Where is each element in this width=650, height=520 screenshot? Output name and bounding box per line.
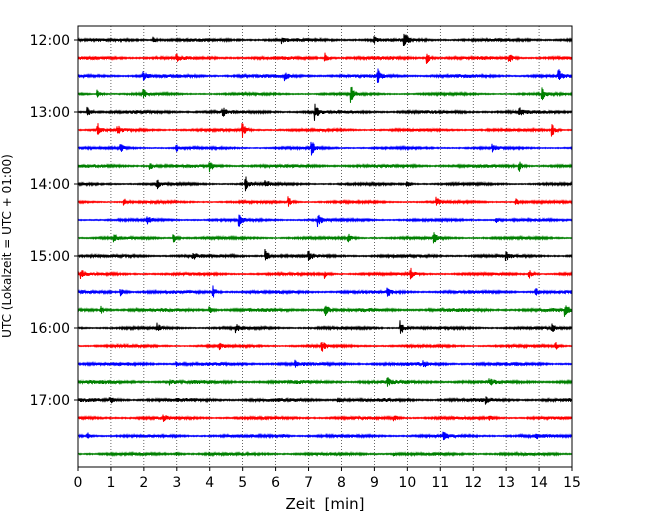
trace-group bbox=[78, 33, 573, 458]
x-axis: 0 1 2 3 4 5 6 7 8 9 10 11 12 13 14 15 bbox=[74, 467, 581, 491]
x-tick-label: 5 bbox=[238, 475, 247, 491]
trace-line-23 bbox=[78, 450, 573, 458]
trace-line-10 bbox=[78, 214, 573, 228]
y-tick-label: 14:00 bbox=[30, 177, 70, 193]
x-axis-label: Zeit [min] bbox=[285, 495, 364, 513]
x-tick-label: 3 bbox=[172, 475, 181, 491]
trace-line-21 bbox=[78, 414, 573, 422]
x-tick-label: 0 bbox=[74, 475, 83, 491]
x-tick-label: 9 bbox=[370, 475, 379, 491]
trace-line-2 bbox=[78, 68, 573, 83]
trace-line-18 bbox=[78, 359, 573, 368]
y-tick-label: 17:00 bbox=[30, 393, 70, 409]
x-tick-label: 1 bbox=[106, 475, 115, 491]
trace-line-16 bbox=[78, 320, 573, 334]
trace-line-6 bbox=[78, 141, 573, 156]
trace-line-14 bbox=[78, 285, 573, 298]
trace-line-0 bbox=[78, 33, 573, 47]
trace-line-20 bbox=[78, 396, 573, 405]
y-tick-label: 12:00 bbox=[30, 33, 70, 49]
trace-line-15 bbox=[78, 305, 573, 317]
trace-line-5 bbox=[78, 122, 573, 138]
x-tick-label: 8 bbox=[337, 475, 346, 491]
trace-line-11 bbox=[78, 232, 573, 244]
trace-line-7 bbox=[78, 161, 573, 173]
x-tick-label: 14 bbox=[530, 475, 548, 491]
trace-line-3 bbox=[78, 86, 573, 103]
x-tick-label: 12 bbox=[464, 475, 482, 491]
trace-line-9 bbox=[78, 196, 573, 207]
trace-line-19 bbox=[78, 377, 573, 387]
y-axis-label: UTC (Lokalzeit = UTC + 01:00) bbox=[0, 154, 14, 338]
trace-line-12 bbox=[78, 249, 573, 262]
y-tick-label: 16:00 bbox=[30, 321, 70, 337]
x-tick-label: 2 bbox=[139, 475, 148, 491]
x-tick-label: 15 bbox=[563, 475, 581, 491]
trace-line-8 bbox=[78, 176, 573, 192]
x-tick-label: 13 bbox=[497, 475, 515, 491]
x-tick-label: 11 bbox=[431, 475, 449, 491]
x-tick-label: 7 bbox=[304, 475, 313, 491]
trace-line-1 bbox=[78, 52, 573, 64]
y-tick-label: 13:00 bbox=[30, 105, 70, 121]
trace-line-17 bbox=[78, 341, 573, 352]
y-axis: 12:00 13:00 14:00 15:00 16:00 17:00 bbox=[30, 33, 78, 409]
y-tick-label: 15:00 bbox=[30, 249, 70, 265]
x-tick-label: 6 bbox=[271, 475, 280, 491]
x-tick-label: 10 bbox=[398, 475, 416, 491]
trace-line-4 bbox=[78, 103, 573, 121]
plot-frame bbox=[77, 25, 573, 468]
trace-line-13 bbox=[78, 267, 573, 280]
trace-line-22 bbox=[78, 431, 573, 441]
x-tick-label: 4 bbox=[205, 475, 214, 491]
